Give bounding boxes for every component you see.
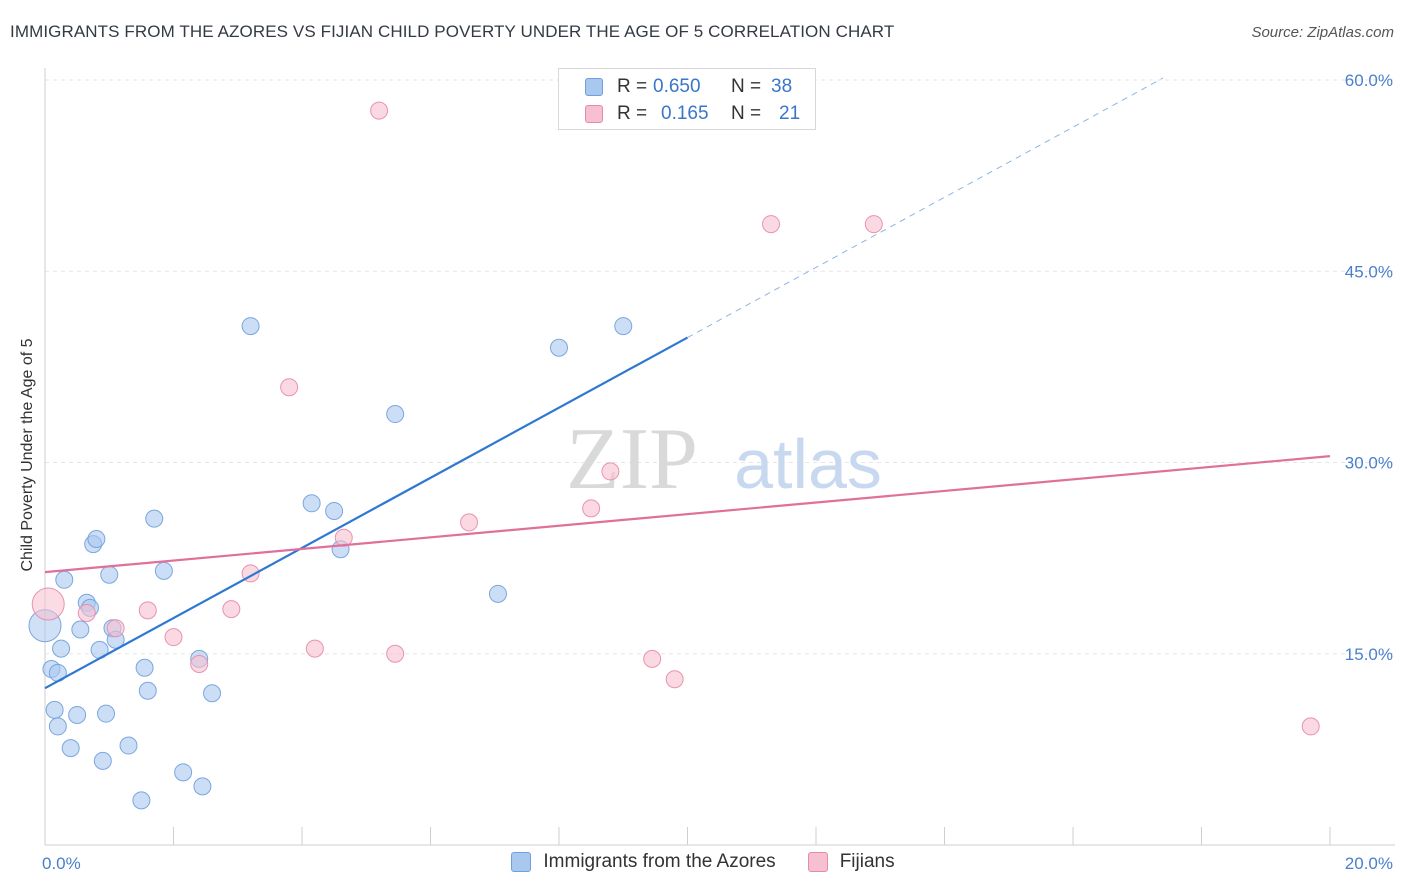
fijians-point (77, 603, 96, 622)
azores-point (55, 570, 74, 589)
azores-point (61, 739, 80, 758)
azores-point (488, 584, 507, 603)
watermark-zip: ZIP (566, 411, 698, 508)
fijians-point (190, 654, 209, 673)
fijians-point (665, 670, 684, 689)
azores-point (132, 791, 151, 810)
chart-title: IMMIGRANTS FROM THE AZORES VS FIJIAN CHI… (10, 22, 895, 41)
legend-r-label: R = (617, 103, 648, 124)
legend-swatch-azores (511, 852, 532, 872)
azores-point (52, 639, 71, 658)
azores-point (386, 405, 405, 424)
azores-point (154, 561, 173, 580)
x-tick-label: 20.0% (1345, 854, 1393, 873)
legend-row-fijians: R = 0.165 N = 21 (585, 102, 800, 126)
fijians-point (280, 378, 299, 397)
fijians-point (222, 600, 241, 619)
azores-trend-line (44, 336, 689, 690)
azores-point (71, 620, 90, 639)
fijians-point (106, 619, 125, 638)
azores-point (174, 763, 193, 782)
axes (44, 68, 1395, 846)
azores-point (241, 317, 260, 336)
fijians-point (164, 628, 183, 647)
legend-swatch-azores (585, 78, 603, 96)
legend-swatch-fijians (585, 105, 603, 123)
fijians-point (762, 215, 781, 234)
fijians-trend-line (44, 455, 1331, 574)
y-tick-label: 30.0% (1345, 454, 1393, 473)
azores-point (48, 717, 67, 736)
fijians-point (386, 644, 405, 663)
azores-point (203, 684, 222, 703)
azores-point (97, 704, 116, 723)
fijians-point (138, 601, 157, 620)
azores-point (193, 777, 212, 796)
fijians-point (1301, 717, 1320, 736)
source-label: Source: ZipAtlas.com (1251, 24, 1394, 41)
azores-trend-extension (687, 77, 1164, 338)
azores-point (325, 501, 344, 520)
legend-item-fijians[interactable]: Fijians (807, 851, 895, 873)
fijians-point (305, 639, 324, 658)
legend-swatch-fijians (807, 852, 828, 872)
fijians-point (582, 499, 601, 518)
legend-row-azores: R = 0.650 N = 38 (585, 75, 792, 99)
azores-point (550, 338, 568, 357)
legend-n-value: 38 (771, 76, 793, 97)
legend-r-label: R = (617, 76, 648, 97)
azores-point (45, 700, 64, 719)
series-legend: Immigrants from the Azores Fijians (0, 851, 1406, 873)
legend-stats: R = 0.650 N = 38 R = 0.165 N = 21 (558, 68, 816, 130)
watermark-atlas: atlas (734, 425, 882, 503)
azores-point (119, 736, 138, 755)
tick-labels: 15.0% 30.0% 45.0% 60.0% 0.0% 20.0% (42, 71, 1393, 873)
azores-point (302, 494, 321, 513)
legend-n-label: N = (731, 103, 762, 124)
x-tick-label: 0.0% (42, 854, 81, 873)
azores-point (100, 565, 119, 584)
fijians-point (864, 215, 883, 234)
fijians-point (460, 513, 479, 532)
azores-point (135, 658, 154, 677)
legend-item-azores[interactable]: Immigrants from the Azores (511, 851, 776, 873)
y-tick-label: 15.0% (1345, 645, 1393, 664)
fijians-point (31, 587, 65, 621)
y-tick-label: 45.0% (1345, 262, 1393, 281)
legend-n-label: N = (731, 76, 762, 97)
azores-point (87, 530, 106, 548)
data-points (28, 101, 1320, 810)
legend-r-value: 0.650 (653, 76, 701, 97)
legend-label-azores: Immigrants from the Azores (543, 851, 776, 872)
trend-lines (44, 77, 1331, 690)
watermark: ZIP atlas (566, 411, 882, 508)
fijians-point (370, 101, 389, 120)
legend-label-fijians: Fijians (839, 851, 895, 872)
legend-n-value: 21 (779, 103, 801, 124)
azores-point (68, 705, 87, 724)
azores-point (138, 681, 157, 700)
azores-point (614, 317, 633, 336)
azores-point (93, 751, 112, 770)
azores-point (145, 509, 164, 528)
legend-r-value: 0.165 (661, 103, 709, 124)
fijians-point (601, 462, 620, 481)
y-tick-label: 60.0% (1345, 71, 1393, 90)
fijians-point (643, 649, 662, 668)
